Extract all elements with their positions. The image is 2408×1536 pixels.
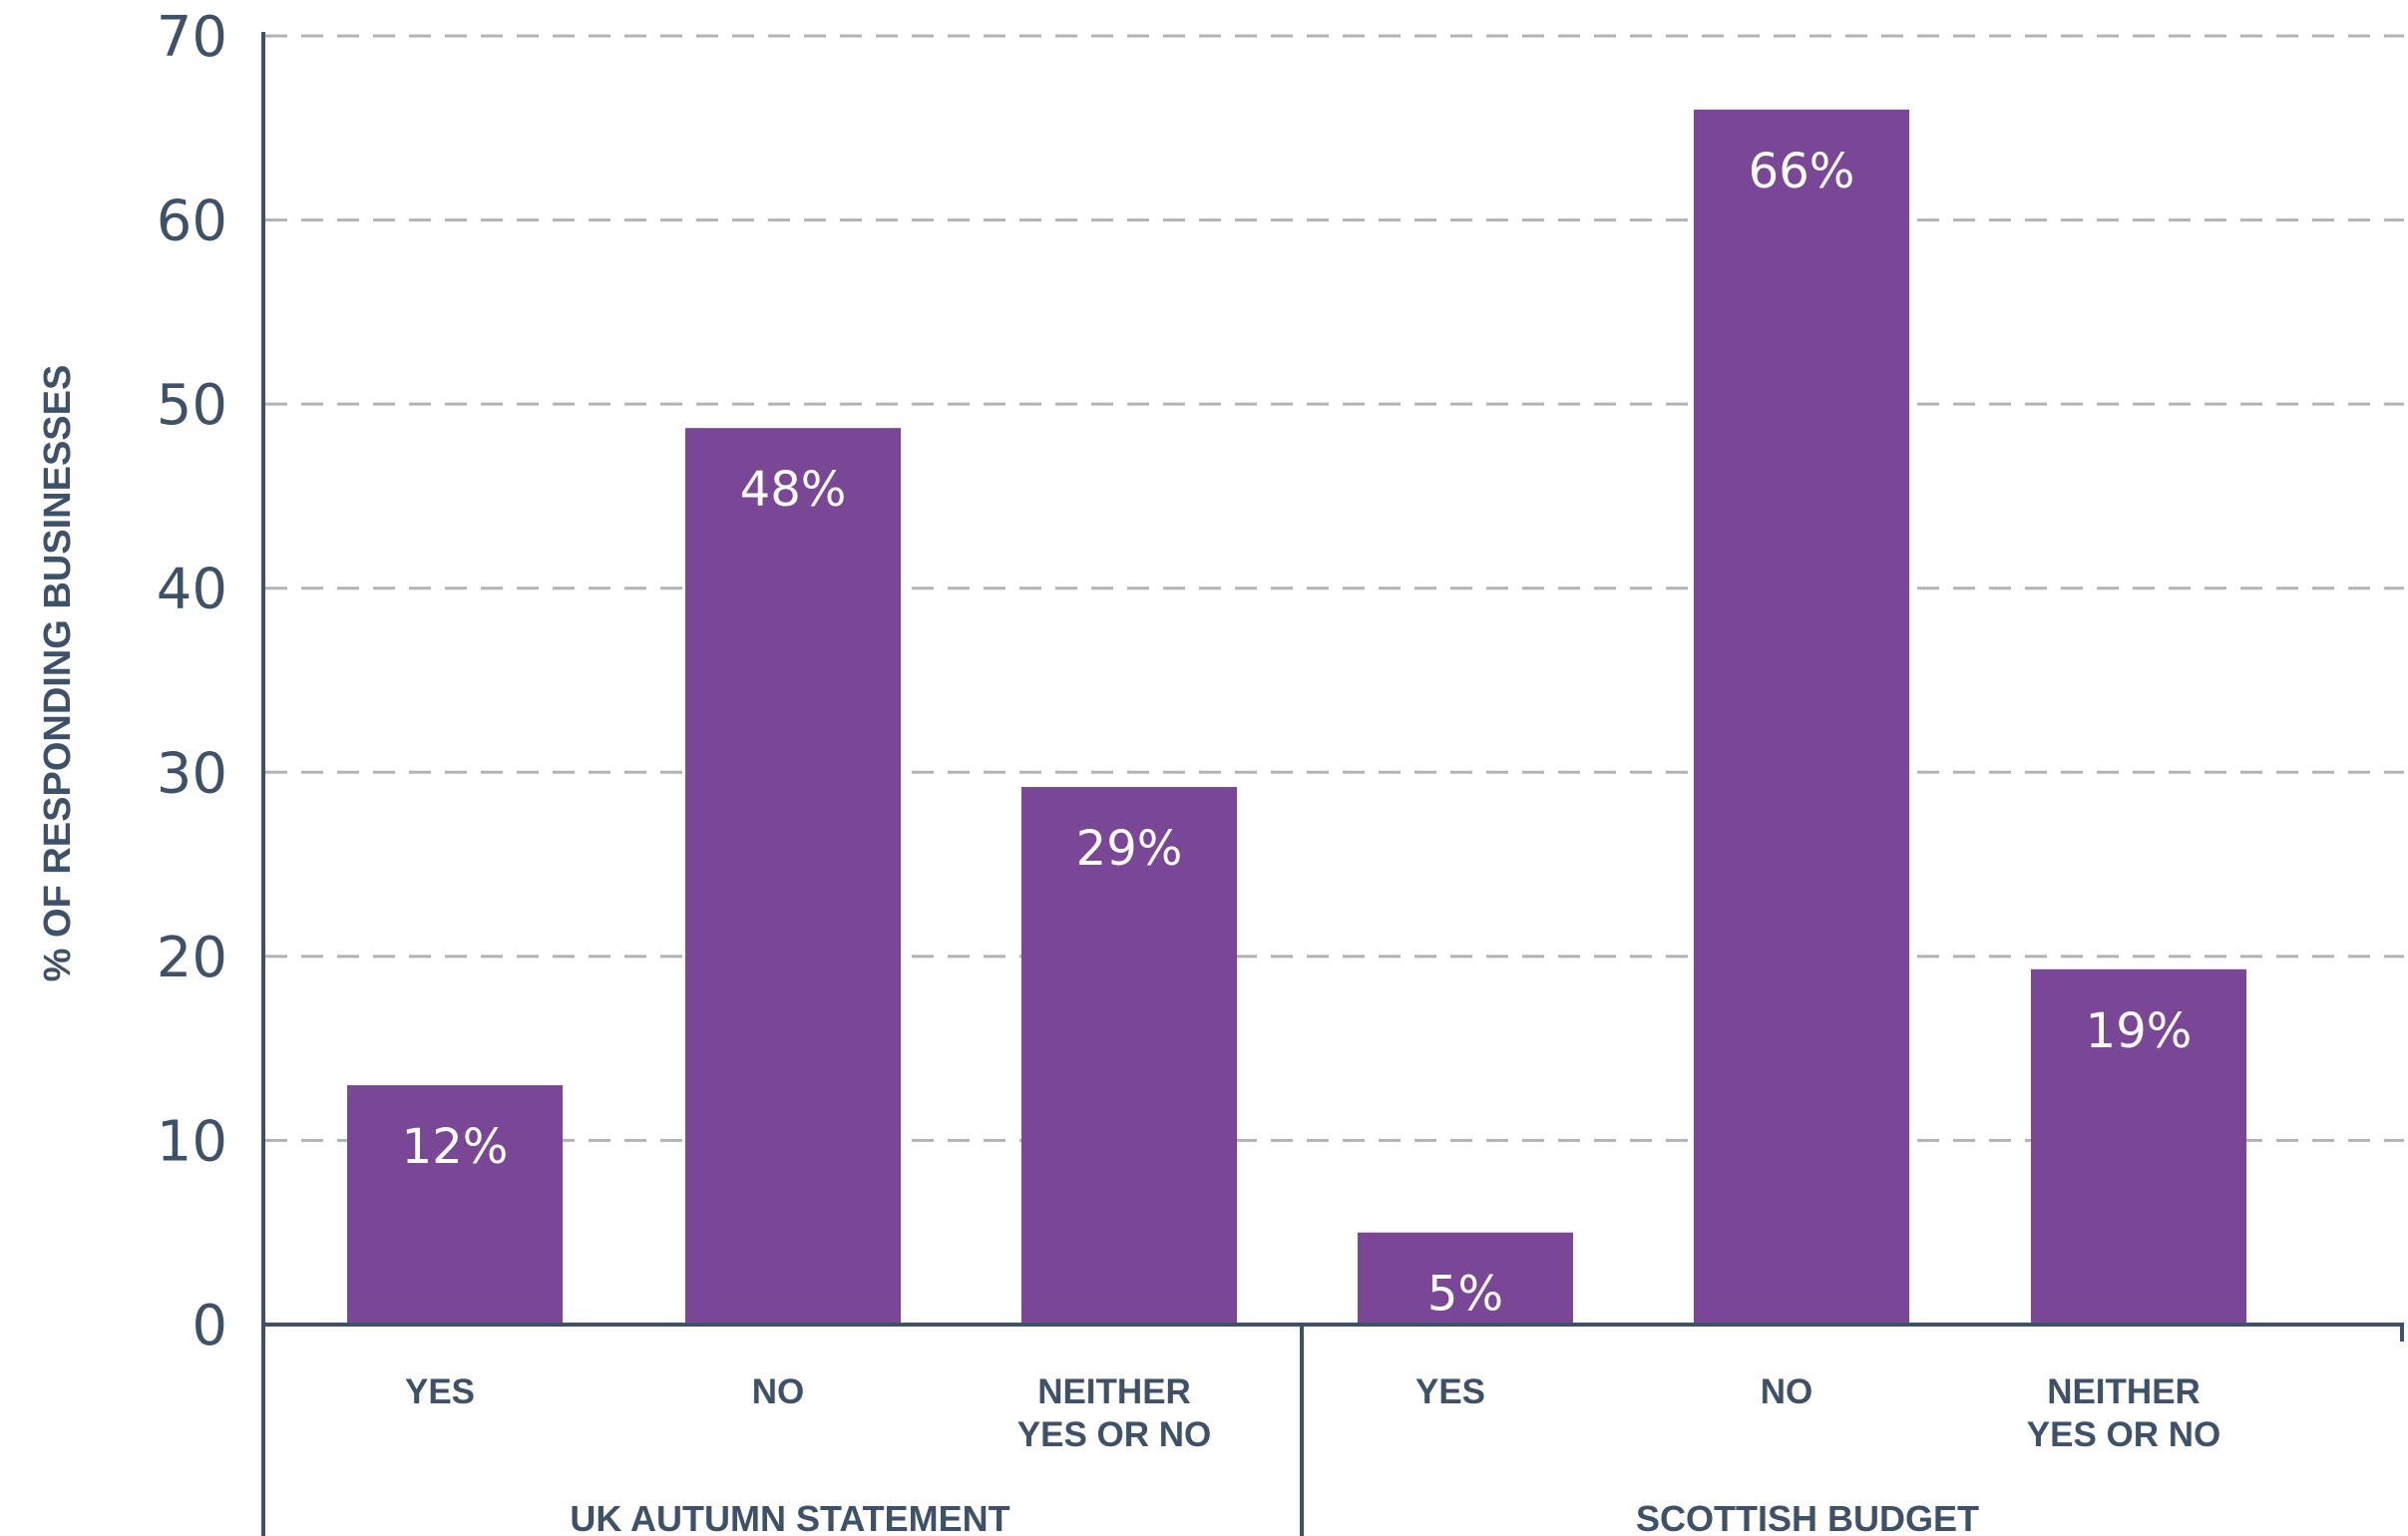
x-category-label: YES <box>1415 1372 1485 1411</box>
y-tick-label: 10 <box>157 1109 227 1174</box>
x-category-label: NO <box>1761 1372 1813 1411</box>
y-axis-title: % OF RESPONDING BUSINESSES <box>37 365 79 982</box>
bar-value-label: 29% <box>1076 821 1183 877</box>
bar <box>685 428 901 1325</box>
bar <box>1694 110 1909 1325</box>
x-category-labels: YES NO NEITHER YES OR NO YES NO NEITHER YES OR … <box>405 1372 2220 1536</box>
y-tick-label: 70 <box>157 5 227 70</box>
x-category-label: NO <box>752 1372 805 1411</box>
bar-value-label: 19% <box>2086 1003 2193 1059</box>
y-tick-label: 50 <box>157 373 227 438</box>
group-label: UK AUTUMN STATEMENT <box>570 1498 1009 1536</box>
y-tick-label: 30 <box>157 741 227 806</box>
x-category-label: NEITHER <box>1037 1372 1191 1411</box>
bar-value-label: 12% <box>402 1119 509 1175</box>
bars: 12% 48% 29% 5% 66% 19% <box>347 110 2246 1325</box>
x-category-label: YES OR NO <box>2027 1415 2220 1454</box>
x-category-label: NEITHER <box>2047 1372 2201 1411</box>
y-tick-label: 0 <box>192 1294 227 1358</box>
y-tick-label: 60 <box>157 190 227 254</box>
y-tick-label: 20 <box>157 926 227 990</box>
x-category-label: YES <box>405 1372 475 1411</box>
group-label: SCOTTISH BUDGET <box>1636 1498 1979 1536</box>
x-category-label: YES OR NO <box>1017 1415 1211 1454</box>
bar-value-label: 48% <box>740 462 847 518</box>
y-tick-labels: 0 10 20 30 40 50 60 70 <box>157 5 227 1358</box>
y-tick-label: 40 <box>157 558 227 622</box>
bar-value-label: 66% <box>1749 144 1855 199</box>
bar-value-label: 5% <box>1427 1267 1503 1323</box>
